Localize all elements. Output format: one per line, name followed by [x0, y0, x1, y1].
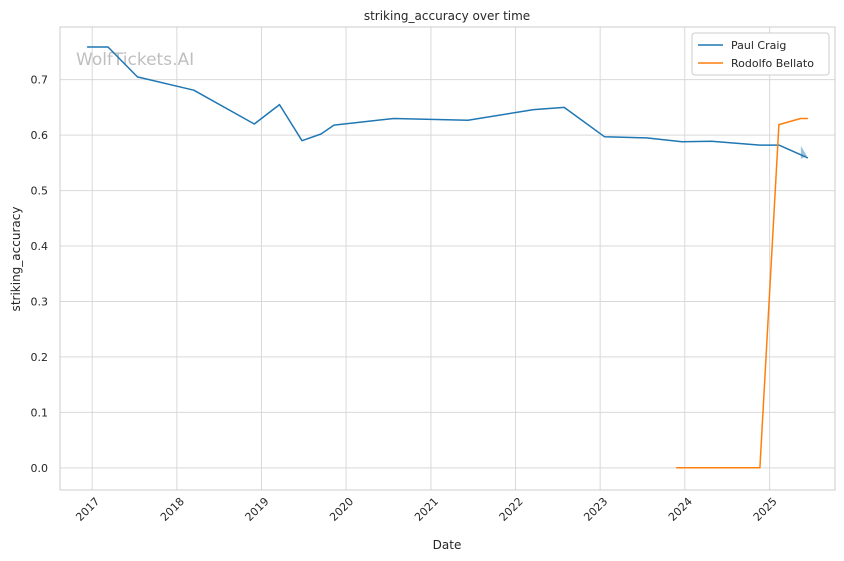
y-tick-label: 0.4 [31, 240, 49, 253]
y-axis-title: striking_accuracy [9, 207, 23, 312]
series-layer [87, 46, 809, 469]
x-tick-label: 2019 [243, 495, 272, 524]
y-tick-label: 0.6 [31, 129, 49, 142]
chart-title: striking_accuracy over time [364, 9, 530, 23]
x-tick-label: 2025 [751, 495, 780, 524]
x-tick-labels: 2017 2018 2019 2020 2021 2022 2023 2024 2025 [73, 495, 779, 524]
legend-label-paul-craig: Paul Craig [731, 39, 786, 52]
x-tick-label: 2020 [327, 495, 356, 524]
y-tick-label: 0.5 [31, 185, 49, 198]
y-tick-label: 0.0 [31, 462, 49, 475]
x-axis-title: Date [433, 538, 462, 552]
series-line-paul-craig [87, 46, 809, 159]
series-line-rodolfo-bellato [676, 117, 808, 469]
y-tick-label: 0.1 [31, 406, 49, 419]
watermark: WolfTickets.AI [76, 50, 194, 70]
plot-frame [59, 26, 836, 491]
legend: Paul Craig Rodolfo Bellato [691, 32, 830, 76]
legend-box [691, 32, 830, 76]
y-tick-label: 0.3 [31, 295, 49, 308]
x-tick-label: 2017 [73, 495, 102, 524]
y-tick-labels: 0.0 0.1 0.2 0.3 0.4 0.5 0.6 0.7 [31, 74, 49, 475]
x-tick-label: 2024 [666, 495, 695, 524]
x-tick-label: 2021 [412, 495, 441, 524]
x-tick-label: 2018 [158, 495, 187, 524]
x-tick-label: 2022 [497, 495, 526, 524]
x-tick-label: 2023 [581, 495, 610, 524]
legend-label-rodolfo-bellato: Rodolfo Bellato [731, 57, 814, 70]
y-tick-label: 0.2 [31, 351, 49, 364]
grid [60, 27, 835, 490]
y-tick-label: 0.7 [31, 74, 49, 87]
series-end-marker [800, 145, 807, 159]
